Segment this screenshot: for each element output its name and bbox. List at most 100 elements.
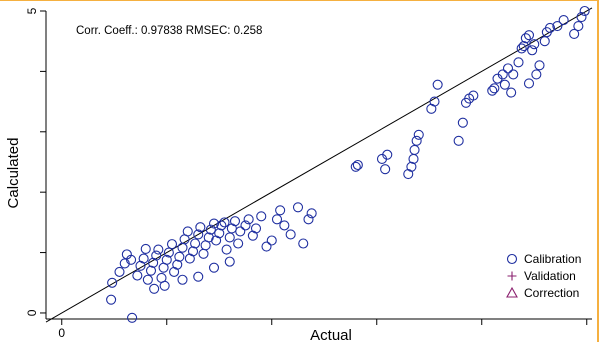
- y-tick-label-bottom: 0: [25, 309, 39, 316]
- data-points: [106, 5, 590, 323]
- legend-label: Calibration: [524, 252, 581, 266]
- calibration-point: [208, 218, 220, 229]
- calibration-point: [163, 247, 174, 258]
- calibration-point: [198, 248, 209, 259]
- calibration-point: [153, 244, 164, 255]
- calibration-point: [552, 21, 563, 32]
- calibration-point: [508, 69, 519, 80]
- calibration-point: [166, 239, 178, 250]
- calibration-point: [558, 15, 569, 26]
- calibration-point: [126, 254, 137, 265]
- calibration-point: [487, 85, 498, 96]
- x-axis-label: Actual: [310, 327, 352, 343]
- calibration-point: [429, 96, 440, 107]
- calibration-point: [193, 229, 204, 240]
- calibration-point: [409, 144, 420, 155]
- calibration-point: [221, 244, 232, 255]
- calibration-point: [169, 266, 180, 277]
- calibration-point: [149, 283, 160, 294]
- calibration-point: [502, 63, 514, 74]
- calibration-point: [145, 265, 157, 276]
- calibration-point: [518, 40, 529, 52]
- legend: Calibration Validation Correction: [506, 252, 581, 300]
- calibration-point: [182, 226, 193, 237]
- calibration-point: [506, 87, 517, 98]
- calibration-point: [406, 161, 417, 172]
- x-tick-label: 0: [58, 326, 65, 340]
- reference-line: [45, 7, 593, 323]
- calibration-point: [216, 220, 227, 231]
- calibration-point: [107, 277, 118, 288]
- calibration-point: [579, 5, 590, 17]
- calibration-point: [195, 222, 206, 233]
- calibration-point: [497, 69, 508, 80]
- calibration-point: [292, 202, 304, 213]
- calibration-point: [177, 274, 188, 285]
- calibration-point: [250, 223, 262, 234]
- calibration-point: [426, 103, 437, 114]
- calibration-point: [148, 257, 159, 268]
- calibration-point: [266, 235, 277, 246]
- calibration-point: [224, 256, 235, 267]
- calibration-point: [240, 220, 251, 231]
- legend-triangle-icon: [506, 286, 518, 298]
- calibration-point: [271, 214, 283, 225]
- calibration-point: [432, 79, 443, 90]
- calibration-point: [489, 83, 500, 94]
- calibration-point: [135, 260, 146, 271]
- calibration-point: [214, 228, 225, 239]
- calibration-point: [219, 217, 230, 228]
- calibration-point: [523, 30, 535, 41]
- calibration-point: [529, 39, 540, 50]
- calibration-point: [142, 274, 153, 285]
- calibration-point: [247, 230, 258, 241]
- calibration-point: [261, 241, 272, 252]
- calibration-point: [172, 259, 183, 270]
- calibration-point: [576, 11, 587, 23]
- calibration-point: [453, 135, 464, 146]
- calibration-point: [184, 253, 195, 264]
- legend-circle-icon: [506, 253, 518, 265]
- calibration-point: [279, 220, 290, 231]
- calibration-point: [306, 208, 317, 219]
- calibration-point: [193, 271, 204, 282]
- calibration-point: [544, 22, 556, 33]
- calibration-point: [127, 312, 138, 323]
- y-tick-label-top: 5: [25, 7, 39, 14]
- calibration-point: [350, 161, 361, 172]
- calibration-point: [527, 45, 538, 56]
- calibration-point: [569, 28, 580, 39]
- calibration-point: [516, 43, 527, 54]
- calibration-point: [534, 60, 545, 71]
- legend-plus-icon: [507, 271, 517, 281]
- calibration-point: [380, 164, 391, 175]
- calibration-point: [187, 246, 199, 257]
- calibration-point: [243, 214, 254, 225]
- calibration-point: [303, 214, 314, 225]
- calibration-point: [285, 229, 296, 240]
- calibration-point: [229, 216, 241, 227]
- calibration-point: [235, 226, 246, 237]
- calibration-point: [298, 238, 309, 249]
- calibration-point: [520, 33, 531, 44]
- calibration-point: [203, 232, 214, 243]
- calibration-point: [138, 253, 149, 264]
- calibration-point: [573, 21, 584, 32]
- calibration-point: [208, 262, 220, 273]
- calibration-point: [408, 153, 419, 165]
- calibration-point: [539, 36, 550, 47]
- stats-annotation: Corr. Coeff.: 0.97838 RMSEC: 0.258: [76, 25, 262, 37]
- calibration-point: [174, 251, 185, 262]
- y-axis-label: Calculated: [5, 138, 22, 209]
- legend-label: Validation: [524, 269, 576, 283]
- calibration-point: [499, 79, 510, 90]
- calibration-point: [513, 57, 524, 68]
- calibration-point: [132, 270, 143, 281]
- calibration-point: [403, 169, 414, 180]
- calibration-point: [468, 90, 479, 101]
- calibration-point: [411, 135, 422, 146]
- calibration-point: [211, 235, 222, 246]
- calibration-point: [114, 266, 125, 277]
